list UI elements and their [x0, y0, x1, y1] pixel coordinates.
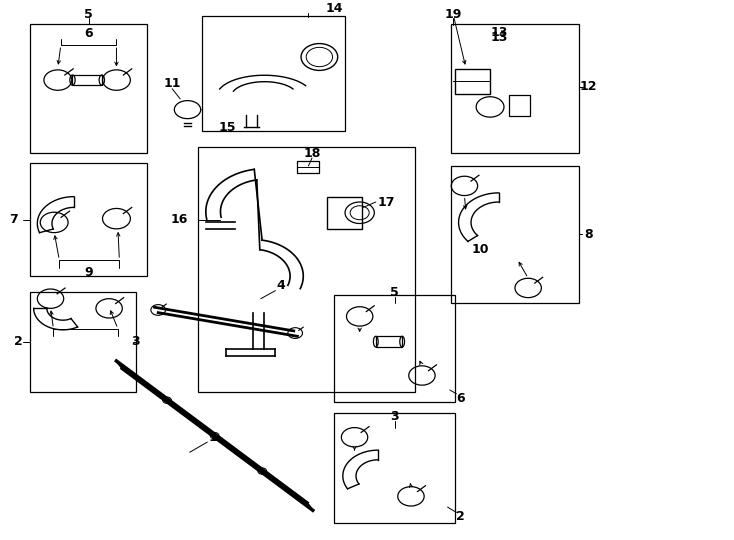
Bar: [30, 24, 148, 153]
Text: 1: 1: [208, 431, 217, 444]
Text: 4: 4: [277, 279, 286, 292]
Text: 11: 11: [164, 77, 181, 90]
Text: 15: 15: [219, 121, 236, 134]
Bar: [376, 336, 402, 347]
Bar: [327, 197, 362, 229]
Text: 10: 10: [472, 243, 490, 256]
Text: 19: 19: [445, 8, 462, 21]
Text: 17: 17: [378, 195, 396, 208]
Text: 13: 13: [490, 31, 507, 44]
Text: 12: 12: [580, 80, 597, 93]
Bar: [455, 69, 490, 93]
Bar: [451, 24, 579, 153]
Bar: [451, 166, 579, 303]
Bar: [297, 161, 319, 173]
Text: 2: 2: [457, 510, 465, 523]
Text: 9: 9: [84, 266, 93, 279]
Bar: [202, 16, 345, 131]
Text: 6: 6: [84, 27, 93, 40]
Bar: [334, 295, 455, 402]
Text: 3: 3: [390, 410, 399, 423]
Text: 8: 8: [584, 228, 592, 241]
Text: 13: 13: [490, 26, 507, 39]
Text: 7: 7: [10, 213, 18, 226]
Text: 5: 5: [390, 286, 399, 299]
Bar: [30, 163, 148, 276]
Text: 6: 6: [457, 392, 465, 405]
Text: 5: 5: [84, 8, 93, 21]
Text: 18: 18: [303, 147, 321, 160]
Bar: [73, 75, 102, 85]
Bar: [509, 94, 530, 116]
Text: 3: 3: [131, 335, 140, 348]
Text: 14: 14: [325, 2, 343, 15]
Bar: [198, 147, 415, 392]
Bar: [334, 413, 455, 523]
Bar: [30, 292, 137, 392]
Text: 16: 16: [171, 213, 188, 226]
Text: 2: 2: [14, 335, 23, 348]
